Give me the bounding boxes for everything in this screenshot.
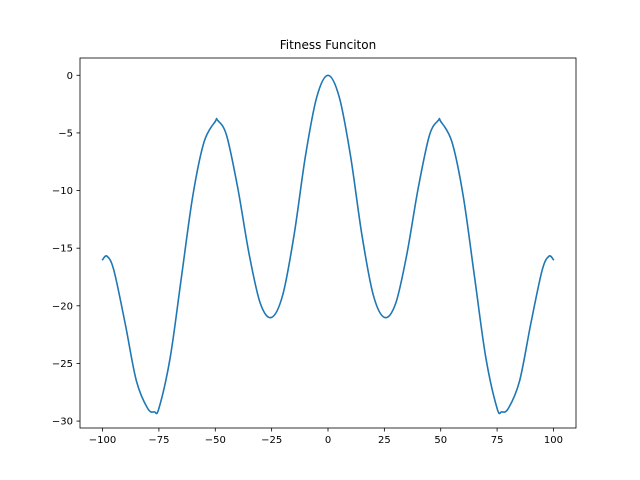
y-tick-label: −25 (52, 359, 73, 370)
x-tick-label: 0 (325, 435, 331, 446)
x-tick-label: −100 (89, 435, 116, 446)
plot-frame (79, 57, 577, 429)
series-lines (101, 74, 555, 415)
y-tick-label: −5 (58, 128, 73, 139)
x-tick-label: 100 (544, 435, 563, 446)
x-tick-label: 25 (378, 435, 391, 446)
axis-ticks: −100 −75 −50 −25 0 25 50 75 100 0 −5 −10 −15 −20 −25 −3… (52, 71, 563, 446)
x-tick-label: 75 (491, 435, 504, 446)
x-tick-label: 50 (434, 435, 447, 446)
chart-title: Fitness Funciton (280, 38, 376, 52)
y-tick-label: 0 (67, 71, 73, 82)
x-tick-label: −75 (148, 435, 169, 446)
x-tick-label: −50 (205, 435, 226, 446)
y-tick-label: −15 (52, 244, 73, 255)
plot-area (80, 58, 576, 428)
y-tick-label: −20 (52, 301, 73, 312)
x-tick-label: −25 (261, 435, 282, 446)
y-tick-label: −10 (52, 186, 73, 197)
series-line (101, 74, 555, 415)
y-tick-label: −30 (52, 417, 73, 428)
